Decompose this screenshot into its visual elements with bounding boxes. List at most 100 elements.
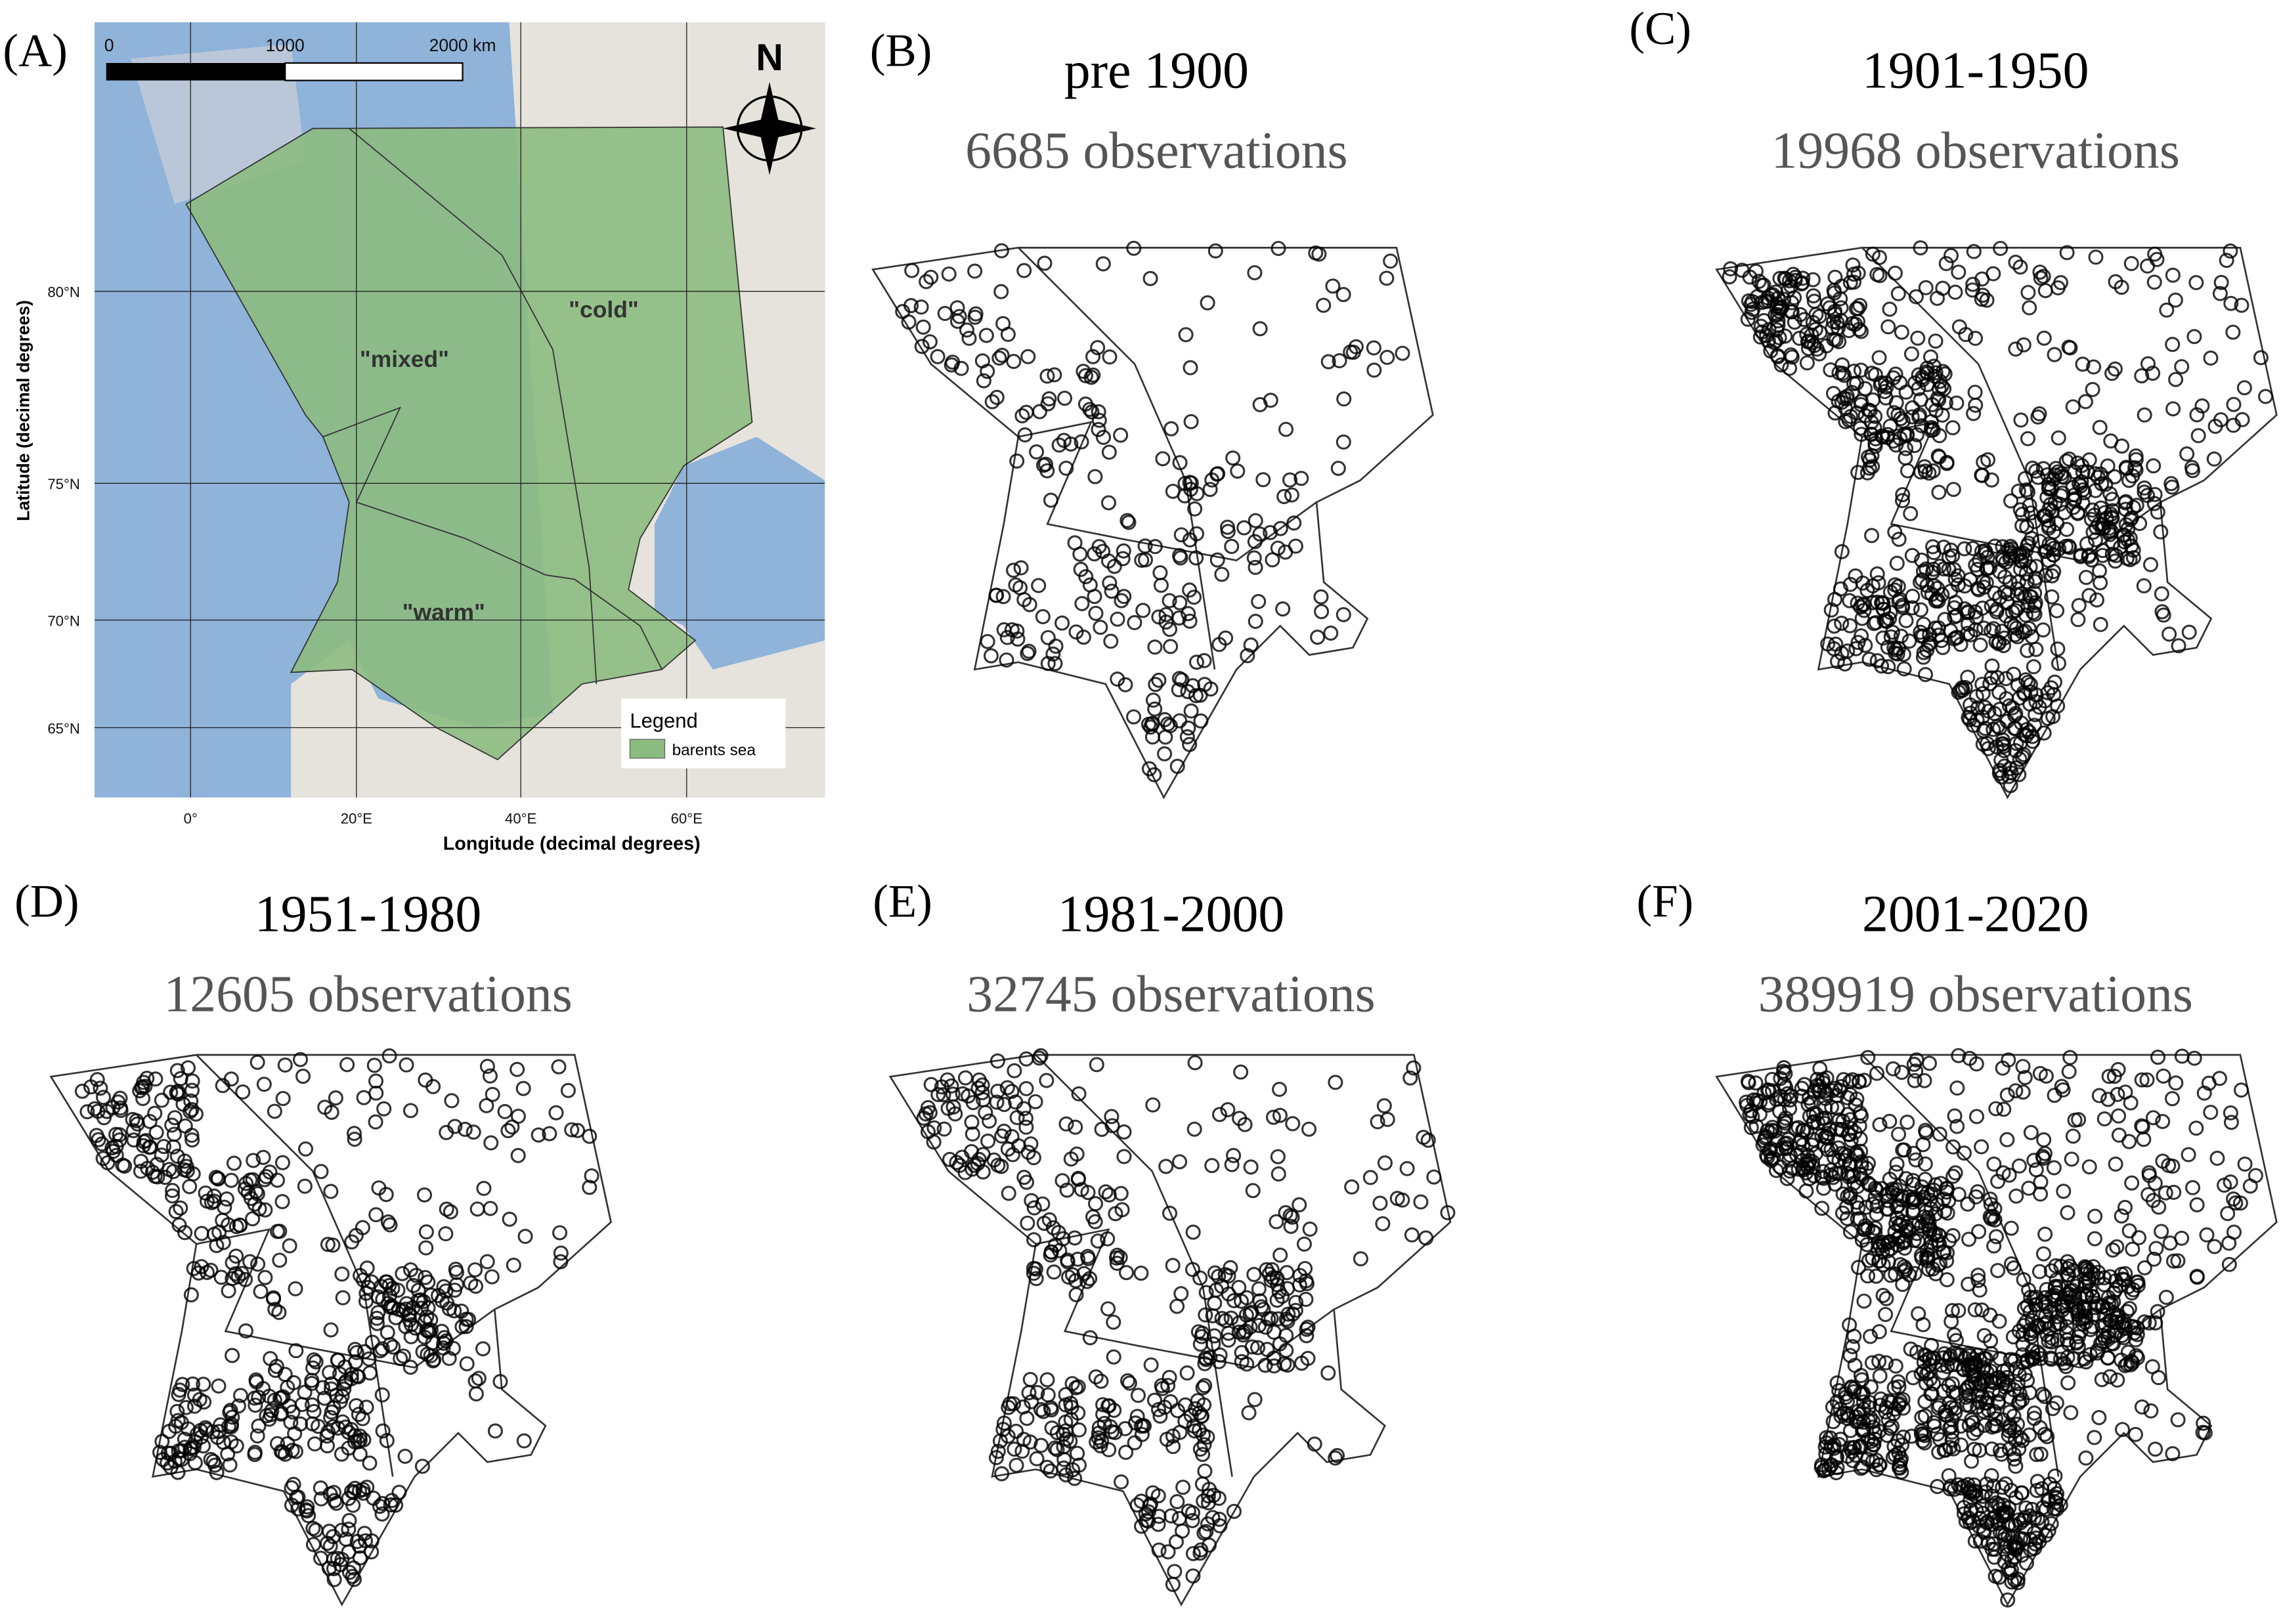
map-panel: 0 1000 2000 km N "mixed" "cold" "warm" L… <box>3 22 825 855</box>
observation-point <box>259 1168 274 1184</box>
observation-point <box>132 1083 148 1099</box>
panel-label: (D) <box>14 876 79 928</box>
observation-point <box>2188 1121 2204 1136</box>
observation-point <box>903 298 919 314</box>
observation-point <box>510 1061 525 1077</box>
observation-point <box>2257 389 2274 404</box>
observation-point <box>1198 1524 1214 1539</box>
observation-point <box>1850 465 1866 481</box>
observation-point <box>1165 483 1181 499</box>
observation-point <box>288 1281 303 1296</box>
observation-point <box>1264 1262 1280 1277</box>
observation-point <box>1145 1097 1161 1113</box>
observation-point <box>1962 712 1978 727</box>
observation-point <box>1246 1267 1262 1283</box>
observation-point <box>2008 1083 2024 1099</box>
observation-point <box>313 1480 328 1496</box>
observation-point <box>1872 1457 1888 1473</box>
observation-point <box>1998 671 2014 687</box>
observation-point <box>1887 524 1903 540</box>
observation-point <box>1091 412 1107 428</box>
observation-point <box>1760 1123 1775 1139</box>
observation-point <box>1871 1324 1887 1340</box>
observation-point <box>1196 652 1212 668</box>
observation-point <box>1867 1220 1883 1236</box>
observation-point <box>1197 1463 1213 1479</box>
observation-point <box>1937 366 1953 382</box>
observation-point <box>1970 1273 1986 1289</box>
observation-point <box>1018 1111 1033 1126</box>
observation-point <box>1070 1251 1086 1267</box>
observation-point <box>2139 1072 2155 1088</box>
observation-point <box>1845 1453 1861 1468</box>
observation-point <box>2051 656 2066 672</box>
observation-point <box>171 1451 187 1466</box>
observation-point <box>1106 1349 1121 1365</box>
observation-point <box>1901 633 1917 649</box>
observation-point <box>1968 1503 1984 1518</box>
observation-point <box>1993 1446 2009 1462</box>
observation-point <box>1330 460 1346 476</box>
observation-point <box>1171 671 1187 687</box>
observation-point <box>1853 362 1869 378</box>
observation-point <box>1918 280 1934 295</box>
observation-point <box>341 1521 357 1537</box>
observation-point <box>1889 1156 1905 1172</box>
observation-point <box>1886 370 1901 386</box>
observation-point <box>1091 404 1106 419</box>
observation-point <box>1894 493 1911 509</box>
observation-point <box>2102 1369 2118 1384</box>
observation-point <box>2093 575 2108 591</box>
observation-point <box>2189 1270 2205 1285</box>
observation-point <box>1960 1480 1976 1496</box>
observation-point <box>2118 1266 2133 1281</box>
observation-point <box>1833 291 1848 307</box>
observation-point <box>1187 501 1203 517</box>
observation-point <box>1757 1130 1773 1146</box>
observation-point <box>370 1305 386 1321</box>
observation-point <box>2053 488 2069 503</box>
observation-point <box>357 1526 372 1541</box>
observation-point <box>1080 1185 1096 1201</box>
observation-point <box>1868 615 1884 631</box>
observation-point <box>1919 578 1935 593</box>
observation-point <box>1243 637 1259 653</box>
observation-point <box>2096 1111 2112 1127</box>
observation-point <box>1009 453 1025 469</box>
observation-point <box>362 1455 378 1471</box>
observation-point <box>1094 1434 1110 1449</box>
observation-point <box>2100 1092 2116 1107</box>
observation-point <box>2018 1520 2033 1536</box>
observation-point <box>324 1376 339 1392</box>
panel-period: 2001-2020 <box>1862 886 2089 943</box>
observation-point <box>993 284 1009 299</box>
observation-point <box>1842 618 1858 633</box>
observation-point <box>198 1185 213 1201</box>
observation-point <box>2059 245 2075 261</box>
observation-point <box>1054 615 1070 631</box>
observation-point <box>2117 1199 2133 1215</box>
observation-point <box>506 1257 521 1273</box>
observation-point <box>471 1371 487 1386</box>
observation-point <box>1882 418 1898 434</box>
observation-point <box>1833 1409 1849 1424</box>
observation-point <box>1181 720 1196 736</box>
observation-point <box>2116 527 2131 543</box>
observation-point <box>2059 521 2075 538</box>
observation-point <box>271 1304 287 1320</box>
observation-point <box>2146 496 2162 511</box>
observation-point <box>2035 622 2051 638</box>
observation-point <box>982 1113 997 1129</box>
observation-point <box>2203 351 2219 366</box>
observation-point <box>325 1237 341 1253</box>
observation-point <box>368 1207 384 1223</box>
observation-point <box>91 1132 106 1147</box>
observation-point <box>2145 1193 2161 1208</box>
observation-point <box>1840 1411 1856 1426</box>
observation-point <box>2143 1403 2159 1419</box>
legend-title: Legend <box>630 709 697 732</box>
observation-point <box>1006 354 1022 370</box>
observation-point <box>1008 1094 1024 1110</box>
observation-point <box>165 1139 181 1155</box>
observation-point <box>2121 1223 2137 1239</box>
